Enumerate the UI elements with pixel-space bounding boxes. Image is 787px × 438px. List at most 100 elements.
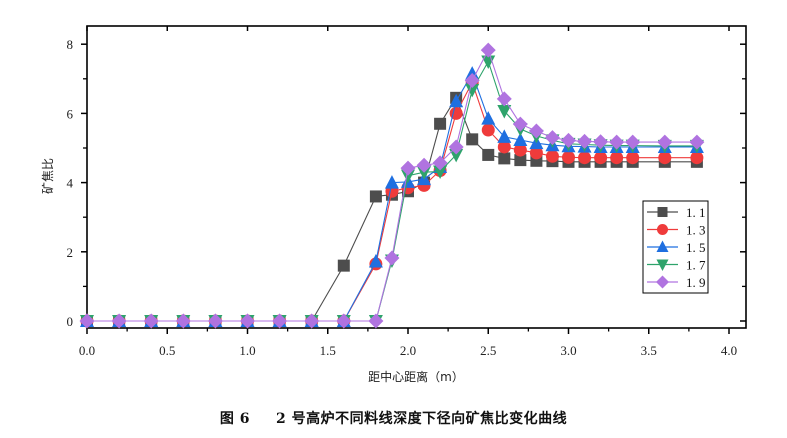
square-marker-icon [482,148,495,161]
square-marker-icon [466,133,479,146]
diamond-marker-icon [304,313,320,329]
triangle-up-marker-icon [656,240,669,252]
plot-border [86,25,747,329]
diamond-marker-icon [272,313,288,329]
square-marker-icon [514,154,527,167]
diamond-marker-icon [480,42,496,58]
triangle-up-marker-icon [465,66,480,80]
diamond-marker-icon [79,313,95,329]
figure-caption: 图 6 2 号高炉不同料线深度下径向矿焦比变化曲线 [0,408,787,428]
data-series [79,42,705,329]
circle-marker-icon [657,224,668,235]
diamond-marker-icon [143,313,159,329]
square-marker-icon [498,152,511,165]
triangle-up-marker-icon [481,111,496,125]
circle-marker-icon [690,151,704,165]
diamond-marker-icon [336,313,352,329]
triangle-up-marker-icon [497,129,512,143]
diamond-marker-icon [432,155,448,171]
diamond-marker-icon [656,275,669,289]
y-tick-label: 0 [67,314,74,329]
diamond-marker-icon [175,313,191,329]
diamond-marker-icon [609,134,625,150]
circle-marker-icon [529,146,543,160]
diamond-marker-icon [111,313,127,329]
square-marker-icon [337,259,350,272]
diamond-marker-icon [448,139,464,155]
legend-label: 1. 9 [686,275,706,290]
diamond-marker-icon [384,250,400,266]
legend-item: 1. 7 [647,258,706,273]
y-tick-label: 8 [67,37,74,52]
x-tick-label: 1.5 [320,343,336,358]
legend-label: 1. 5 [686,240,706,255]
legend-label: 1. 7 [686,258,706,273]
triangle-down-marker-icon [449,148,464,163]
diamond-marker-icon [240,313,255,329]
square-marker-icon [657,207,668,217]
triangle-down-marker-icon [417,166,432,180]
x-tick-label: 0.0 [79,343,95,358]
triangle-down-marker-icon [401,169,415,184]
diamond-marker-icon [625,134,641,150]
legend-label: 1. 1 [686,205,706,220]
diamond-marker-icon [368,313,384,329]
y-tick-label: 6 [67,106,74,121]
triangle-up-marker-icon [513,132,528,147]
legend-item: 1. 3 [647,223,706,238]
triangle-down-marker-icon [465,83,480,98]
y-tick-label: 2 [67,245,74,260]
circle-marker-icon [562,150,575,164]
diamond-marker-icon [464,73,480,89]
legend-label: 1. 3 [686,223,706,238]
triangle-up-marker-icon [449,93,464,108]
circle-marker-icon [545,149,559,163]
triangle-down-marker-icon [433,165,448,180]
diamond-marker-icon [207,313,223,329]
square-marker-icon [369,190,382,203]
series-1.9 [79,42,705,329]
x-tick-label: 3.5 [641,343,657,358]
triangle-down-marker-icon [497,104,512,119]
circle-marker-icon [658,151,672,165]
circle-marker-icon [626,151,640,165]
circle-marker-icon [594,151,608,165]
diamond-marker-icon [593,134,609,150]
circle-marker-icon [610,151,624,165]
x-tick-label: 3.0 [560,343,576,358]
circle-marker-icon [578,151,592,165]
y-tick-label: 4 [67,176,74,191]
diamond-marker-icon [544,130,560,146]
diamond-marker-icon [561,132,576,148]
diamond-marker-icon [512,116,528,132]
y-axis-title: 矿焦比 [41,158,55,194]
x-axis-title: 距中心距离（m） [368,369,464,384]
x-tick-label: 2.5 [480,343,496,358]
square-marker-icon [434,117,447,130]
x-tick-label: 0.5 [159,343,175,358]
axis-ticks: 0.0 0.5 1.0 1.5 2.0 2.5 3.0 3.5 4.0 0 2 4 6 8 [67,26,746,358]
triangle-up-marker-icon [368,253,383,268]
diamond-marker-icon [416,157,432,173]
diamond-marker-icon [689,134,705,150]
figure-number: 图 6 [219,411,250,427]
series-1.3 [80,75,704,328]
triangle-up-marker-icon [384,175,399,189]
circle-marker-icon [481,123,495,137]
diamond-marker-icon [496,91,512,107]
circle-marker-icon [513,143,527,157]
legend-item: 1. 5 [647,240,706,255]
diamond-marker-icon [657,134,673,150]
x-tick-label: 4.0 [721,343,737,358]
figure-caption-text: 2 号高炉不同料线深度下径向矿焦比变化曲线 [276,411,568,427]
series-1.1 [81,91,703,327]
legend-item: 1. 9 [647,275,706,290]
triangle-down-marker-icon [656,259,669,271]
legend: 1. 1 1. 3 1. 5 1. 7 1. 9 [642,200,709,294]
circle-marker-icon [497,140,511,154]
legend-item: 1. 1 [647,205,706,220]
x-tick-label: 1.0 [239,343,255,358]
diamond-marker-icon [577,133,593,149]
plot-frame [86,25,747,329]
